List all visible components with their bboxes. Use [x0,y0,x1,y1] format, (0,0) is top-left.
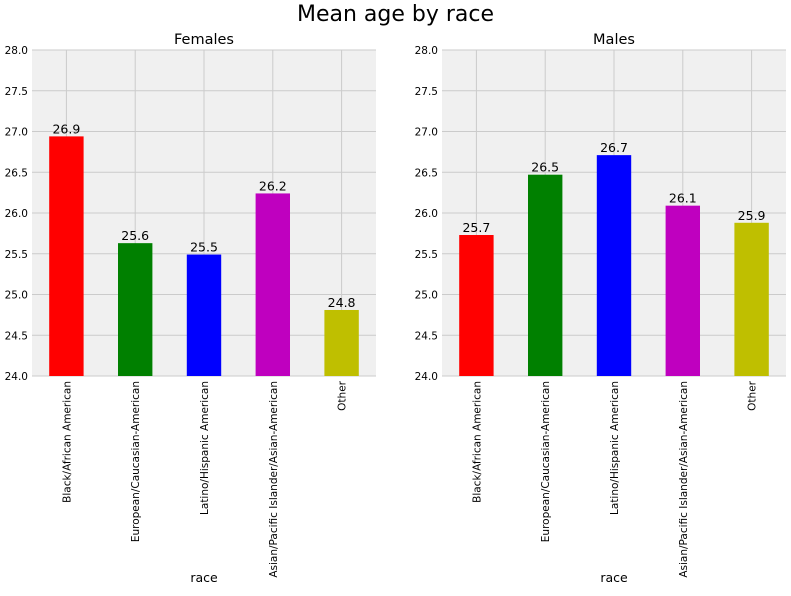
males-ytick-label: 27.0 [415,127,438,139]
females-ytick-label: 27.0 [5,127,28,139]
females-data-label: 24.8 [328,295,356,310]
figure-title: Mean age by race [296,2,495,27]
males-data-label: 26.5 [531,160,559,175]
females-ytick-label: 27.5 [5,86,28,98]
females-category-label: Black/African American [61,381,73,503]
males-panel: 24.0 24.5 25.0 25.5 26.0 26.5 27.0 27.5 28.0 25.7… [415,32,786,585]
females-title: Females [174,32,234,48]
females-panel: 24.0 24.5 25.0 25.5 26.0 26.5 27.0 27.5 28.0 26.9… [5,32,376,585]
males-category-label: Other [747,380,759,410]
males-data-label: 25.9 [738,208,766,223]
males-data-label: 26.1 [669,191,697,206]
males-bar [734,222,769,376]
females-bar [186,254,222,376]
males-ytick-label: 24.0 [415,371,438,383]
females-data-label: 26.9 [52,121,80,136]
females-ytick-label: 28.0 [5,45,28,57]
females-ytick-label: 25.0 [5,290,28,302]
females-category-label: Latino/Hispanic American [199,381,211,515]
females-ytick-label: 26.0 [5,208,28,220]
females-ytick-label: 24.0 [5,371,28,383]
males-bar [459,235,494,376]
males-data-label: 25.7 [462,220,490,235]
males-ytick-label: 24.5 [415,330,438,342]
males-ytick-label: 26.0 [415,208,438,220]
females-bar [255,193,290,376]
males-category-label: Asian/Pacific Islander/Asian-American [678,381,690,578]
males-bar [528,174,563,376]
males-bar [665,205,700,376]
females-category-label: Other [337,380,349,410]
females-ytick-label: 26.5 [5,167,28,179]
males-xlabel: race [600,570,628,585]
females-xlabel: race [190,570,218,585]
females-ytick-label: 24.5 [5,330,28,342]
males-ytick-label: 25.0 [415,290,438,302]
males-ytick-label: 26.5 [415,167,438,179]
males-data-label: 26.7 [600,140,628,155]
females-category-label: Asian/Pacific Islander/Asian-American [268,381,280,578]
females-data-label: 25.6 [121,228,149,243]
males-category-label: Black/African American [471,381,483,503]
females-bar [324,309,359,376]
females-category-label: European/Caucasian-American [130,381,142,542]
males-category-label: European/Caucasian-American [540,381,552,542]
females-ytick-label: 25.5 [5,249,28,261]
males-ytick-label: 28.0 [415,45,438,57]
females-data-label: 25.5 [190,240,218,255]
females-bar [118,243,153,376]
males-category-label: Latino/Hispanic American [609,381,621,515]
males-title: Males [593,32,635,48]
males-ytick-label: 25.5 [415,249,438,261]
males-ytick-label: 27.5 [415,86,438,98]
females-data-label: 26.2 [259,178,287,193]
females-bar [49,136,84,376]
males-bar [596,155,632,376]
